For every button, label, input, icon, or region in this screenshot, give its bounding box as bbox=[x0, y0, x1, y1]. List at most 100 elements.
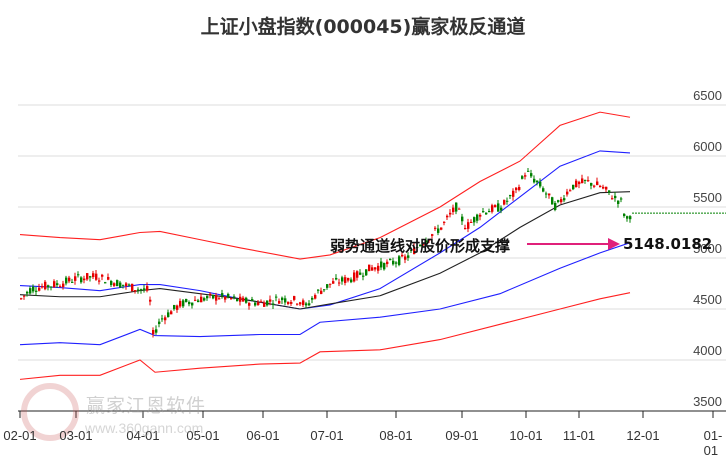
candle-body bbox=[398, 256, 401, 265]
candle-body bbox=[518, 187, 521, 190]
candle-body bbox=[458, 208, 461, 210]
candle-body bbox=[137, 289, 140, 291]
candle-body bbox=[116, 280, 119, 287]
candle-body bbox=[470, 221, 473, 223]
candle-body bbox=[206, 296, 209, 299]
candle-body bbox=[74, 276, 77, 281]
candle-body bbox=[296, 303, 299, 305]
y-tick-label: 4500 bbox=[693, 292, 722, 307]
candle-body bbox=[509, 195, 512, 197]
candle-body bbox=[599, 185, 602, 188]
candle-body bbox=[602, 186, 605, 189]
candle-body bbox=[95, 273, 98, 280]
candle-body bbox=[56, 283, 59, 286]
candle-body bbox=[551, 197, 554, 205]
candle-body bbox=[266, 300, 269, 306]
candle-body bbox=[533, 178, 536, 183]
candle-body bbox=[92, 273, 95, 278]
candle-body bbox=[65, 277, 68, 284]
candle-body bbox=[482, 211, 485, 213]
candle-body bbox=[419, 245, 422, 247]
candle-body bbox=[185, 299, 188, 302]
y-tick-label: 4000 bbox=[693, 343, 722, 358]
candle-body bbox=[311, 297, 314, 300]
candle-body bbox=[200, 296, 203, 303]
candle-body bbox=[284, 298, 287, 303]
candle-body bbox=[443, 221, 446, 223]
channel-line-lower-outer bbox=[19, 292, 631, 380]
candle-body bbox=[491, 205, 494, 212]
candle-body bbox=[359, 272, 362, 275]
x-tick-label: 01-01 bbox=[703, 428, 723, 458]
candle-body bbox=[530, 173, 533, 177]
x-tick-label: 11-01 bbox=[562, 428, 596, 443]
candle-body bbox=[155, 329, 158, 333]
candle-body bbox=[446, 215, 449, 218]
candle-body bbox=[566, 191, 569, 195]
candle-body bbox=[140, 289, 143, 291]
watermark-text: 赢家江恩软件 bbox=[86, 395, 207, 417]
candle-body bbox=[152, 330, 155, 335]
candle-body bbox=[515, 187, 518, 191]
candle-body bbox=[221, 293, 224, 296]
channel-line-lower-inner bbox=[19, 242, 631, 346]
candle-body bbox=[431, 234, 434, 236]
candle-body bbox=[59, 286, 62, 288]
candle-body bbox=[617, 200, 620, 204]
y-tick-label: 3500 bbox=[693, 394, 722, 409]
candle-body bbox=[524, 175, 527, 177]
candle-body bbox=[149, 299, 152, 302]
candle-body bbox=[452, 207, 455, 213]
candle-body bbox=[281, 297, 284, 301]
candle-body bbox=[101, 274, 104, 277]
candle-body bbox=[62, 283, 65, 287]
candle-body bbox=[605, 186, 608, 190]
candle-body bbox=[302, 300, 305, 306]
candle-body bbox=[188, 301, 191, 305]
x-tick-label: 10-01 bbox=[509, 428, 543, 443]
candle-body bbox=[236, 299, 239, 302]
candle-body bbox=[275, 296, 278, 298]
candle-body bbox=[233, 296, 236, 298]
watermark-seal-icon bbox=[21, 383, 79, 441]
channel-line-middle bbox=[19, 191, 631, 310]
candle-body bbox=[242, 297, 245, 302]
x-tick-label: 05-01 bbox=[186, 428, 220, 443]
candle-body bbox=[23, 295, 26, 297]
candle-body bbox=[572, 184, 575, 190]
y-tick-label: 5500 bbox=[693, 190, 722, 205]
channel-line-upper-outer bbox=[19, 111, 631, 260]
candle-body bbox=[368, 264, 371, 272]
x-tick-label: 12-01 bbox=[626, 428, 660, 443]
y-tick-label: 6500 bbox=[693, 88, 722, 103]
candle-body bbox=[542, 188, 545, 192]
candle-body bbox=[467, 222, 470, 229]
candle-body bbox=[215, 295, 218, 301]
annotation-value: 5148.0182 bbox=[623, 235, 713, 253]
candle-body bbox=[299, 302, 302, 305]
candle-body bbox=[227, 293, 230, 298]
x-tick-label: 06-01 bbox=[246, 428, 280, 443]
candle-body bbox=[191, 302, 194, 306]
candle-body bbox=[584, 179, 587, 181]
x-tick-label: 09-01 bbox=[445, 428, 479, 443]
candle-body bbox=[332, 281, 335, 284]
candle-body bbox=[356, 271, 359, 278]
candle-body bbox=[593, 185, 596, 187]
candle-body bbox=[560, 199, 563, 203]
y-tick-label: 6000 bbox=[693, 139, 722, 154]
candle-body bbox=[347, 277, 350, 281]
candle-body bbox=[476, 214, 479, 221]
candle-body bbox=[164, 317, 167, 321]
candle-body bbox=[437, 228, 440, 233]
candle-body bbox=[71, 281, 74, 283]
candle-body bbox=[587, 180, 590, 182]
chart-title: 上证小盘指数(000045)赢家极反通道 bbox=[200, 16, 526, 38]
candle-body bbox=[548, 193, 551, 196]
candle-body bbox=[32, 286, 35, 292]
candle-body bbox=[494, 205, 497, 208]
candle-body bbox=[272, 303, 275, 305]
candle-body bbox=[362, 275, 365, 277]
candle-body bbox=[392, 260, 395, 265]
